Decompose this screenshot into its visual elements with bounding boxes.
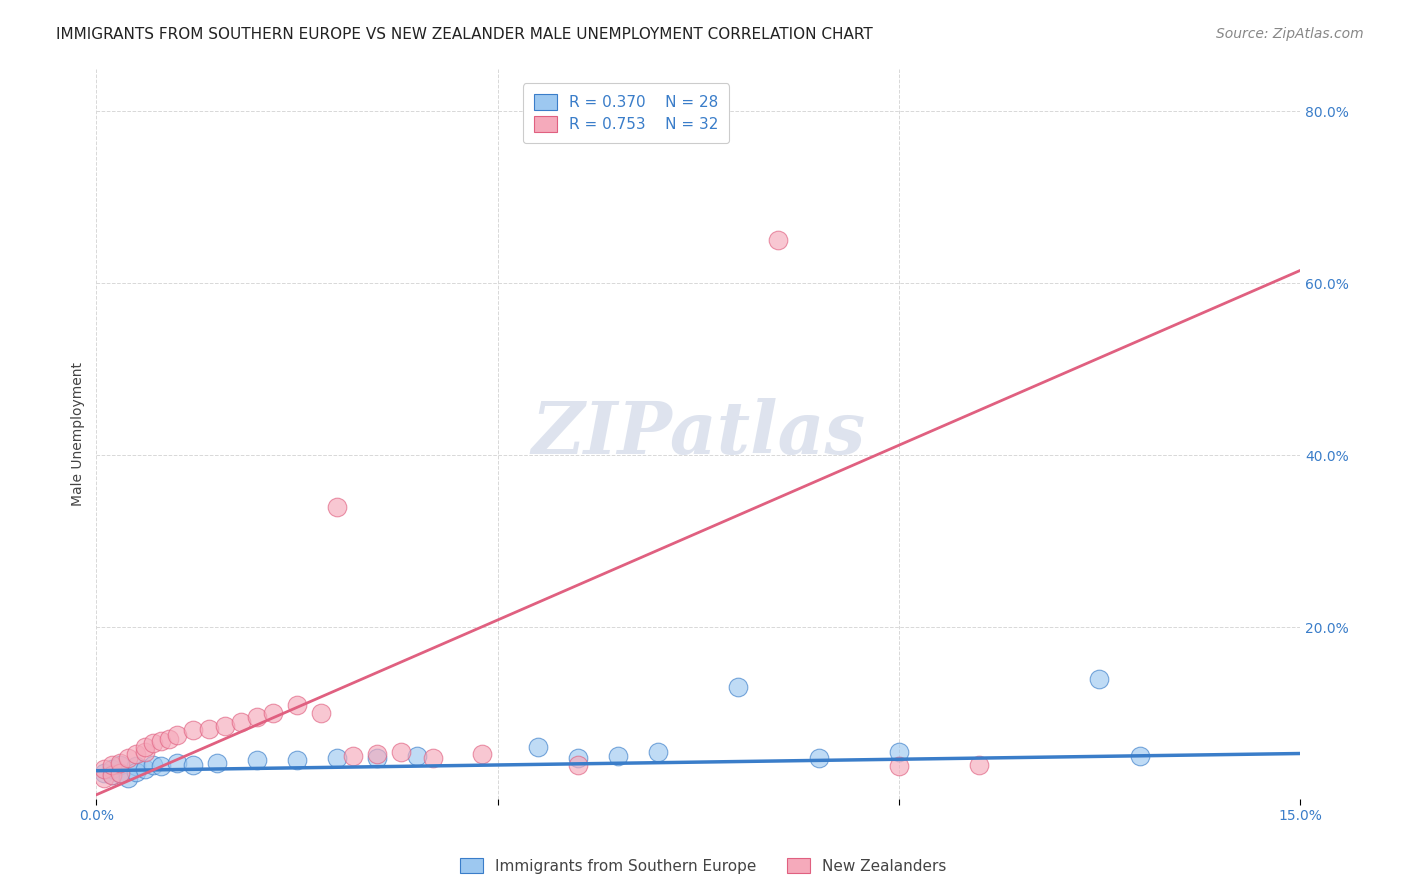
Point [101, 768, 124, 782]
Point [567, 751, 589, 765]
Point [197, 722, 219, 736]
Point [607, 749, 630, 764]
Text: IMMIGRANTS FROM SOUTHERN EUROPE VS NEW ZEALANDER MALE UNEMPLOYMENT CORRELATION C: IMMIGRANTS FROM SOUTHERN EUROPE VS NEW Z… [56, 27, 873, 42]
Point [342, 749, 364, 764]
Point [110, 756, 132, 770]
Point [166, 728, 188, 742]
Point [110, 766, 132, 780]
Text: ZIPatlas: ZIPatlas [531, 399, 865, 469]
Point [134, 762, 156, 776]
Point [125, 764, 148, 779]
Point [406, 749, 429, 764]
Point [326, 500, 349, 514]
Point [326, 751, 349, 765]
Point [285, 753, 308, 767]
Point [93, 771, 115, 785]
Point [149, 759, 172, 773]
Point [157, 731, 180, 746]
Point [470, 747, 492, 762]
Point [727, 681, 749, 695]
Point [93, 766, 115, 780]
Point [149, 733, 172, 747]
Point [366, 751, 388, 765]
Point [117, 771, 139, 785]
Point [93, 762, 115, 776]
Legend: Immigrants from Southern Europe, New Zealanders: Immigrants from Southern Europe, New Zea… [454, 852, 952, 880]
Point [389, 745, 412, 759]
Point [647, 745, 669, 759]
Point [567, 757, 589, 772]
Point [807, 751, 830, 765]
Point [134, 745, 156, 759]
Point [117, 751, 139, 765]
Point [309, 706, 332, 720]
Point [887, 745, 910, 759]
Point [125, 747, 148, 762]
Point [526, 740, 548, 755]
Point [166, 756, 188, 770]
Point [205, 756, 228, 770]
Point [246, 710, 269, 724]
Y-axis label: Male Unemployment: Male Unemployment [72, 362, 86, 506]
Point [887, 759, 910, 773]
Point [246, 753, 269, 767]
Point [110, 757, 132, 772]
Point [181, 757, 204, 772]
Point [229, 714, 252, 729]
Point [967, 757, 990, 772]
Point [110, 766, 132, 780]
Text: Source: ZipAtlas.com: Source: ZipAtlas.com [1216, 27, 1364, 41]
Point [101, 768, 124, 782]
Point [101, 762, 124, 776]
Point [181, 723, 204, 738]
Legend: R = 0.370    N = 28, R = 0.753    N = 32: R = 0.370 N = 28, R = 0.753 N = 32 [523, 84, 728, 143]
Point [134, 740, 156, 755]
Point [422, 751, 444, 765]
Point [366, 747, 388, 762]
Point [768, 234, 790, 248]
Point [141, 757, 163, 772]
Point [125, 759, 148, 773]
Point [214, 719, 236, 733]
Point [285, 698, 308, 712]
Point [1129, 749, 1152, 764]
Point [141, 736, 163, 750]
Point [262, 706, 284, 720]
Point [1088, 672, 1111, 686]
Point [101, 757, 124, 772]
